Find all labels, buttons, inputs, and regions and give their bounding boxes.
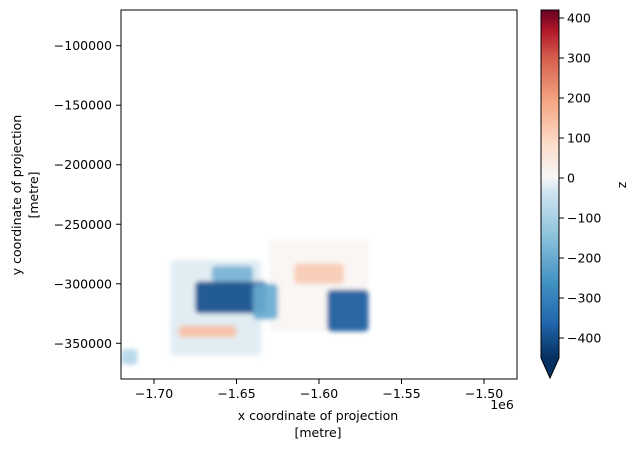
y-tick-label: −150000 bbox=[54, 98, 112, 113]
y-tick-label: −350000 bbox=[54, 336, 112, 351]
x-tick-label: −1.65 bbox=[217, 386, 255, 401]
y-tick-label: −200000 bbox=[54, 157, 112, 172]
heatmap-cell-east-blue-core bbox=[327, 289, 369, 332]
x-tick-label: −1.60 bbox=[300, 386, 338, 401]
colorbar: 400 300 200 100 0 −100 −200 −300 −400 z bbox=[540, 9, 629, 380]
colorbar-tick-label: 200 bbox=[567, 91, 591, 106]
x-tick-label: −1.55 bbox=[382, 386, 420, 401]
x-axis-unit: [metre] bbox=[294, 425, 341, 440]
colorbar-tick-label: 100 bbox=[567, 131, 591, 146]
heatmap-cell-east-red-center bbox=[294, 263, 344, 284]
colorbar-extend-min bbox=[541, 358, 559, 378]
x-axis-ticks: −1.70 −1.65 −1.60 −1.55 −1.50 bbox=[135, 379, 503, 401]
colorbar-tick-label: 0 bbox=[567, 171, 575, 186]
y-axis-unit: [metre] bbox=[26, 171, 41, 218]
y-axis-label: y coordinate of projection bbox=[9, 115, 24, 275]
heatmap-cell-west-red-tail bbox=[178, 325, 237, 338]
y-tick-label: −100000 bbox=[54, 38, 112, 53]
colorbar-tick-label: 400 bbox=[567, 11, 591, 26]
colorbar-tick-label: −400 bbox=[567, 331, 601, 346]
colorbar-tick-label: −200 bbox=[567, 251, 601, 266]
colorbar-tick-label: −300 bbox=[567, 291, 601, 306]
colorbar-tick-label: −100 bbox=[567, 211, 601, 226]
colorbar-frame bbox=[540, 9, 560, 380]
colorbar-tick-label: 300 bbox=[567, 51, 591, 66]
colorbar-label: z bbox=[614, 181, 629, 188]
x-tick-label: −1.50 bbox=[465, 386, 503, 401]
heatmap-layer bbox=[121, 239, 369, 365]
y-tick-label: −300000 bbox=[54, 276, 112, 291]
x-axis-label: x coordinate of projection bbox=[238, 408, 398, 423]
heatmap-cell-east-blue-fringe bbox=[253, 283, 278, 320]
colorbar-gradient bbox=[541, 10, 559, 358]
y-tick-label: −250000 bbox=[54, 217, 112, 232]
x-axis-offset-text: 1e6 bbox=[490, 397, 514, 412]
heatmap-cell-west-blue-core bbox=[195, 281, 267, 314]
heatmap-cell-corner-fragment bbox=[121, 349, 138, 365]
colorbar-ticks: 400 300 200 100 0 −100 −200 −300 −400 bbox=[559, 11, 601, 346]
x-tick-label: −1.70 bbox=[135, 386, 173, 401]
y-axis-ticks: −100000 −150000 −200000 −250000 −300000 −3500… bbox=[54, 38, 121, 351]
heatmap-cell-west-blue-north bbox=[211, 265, 253, 282]
